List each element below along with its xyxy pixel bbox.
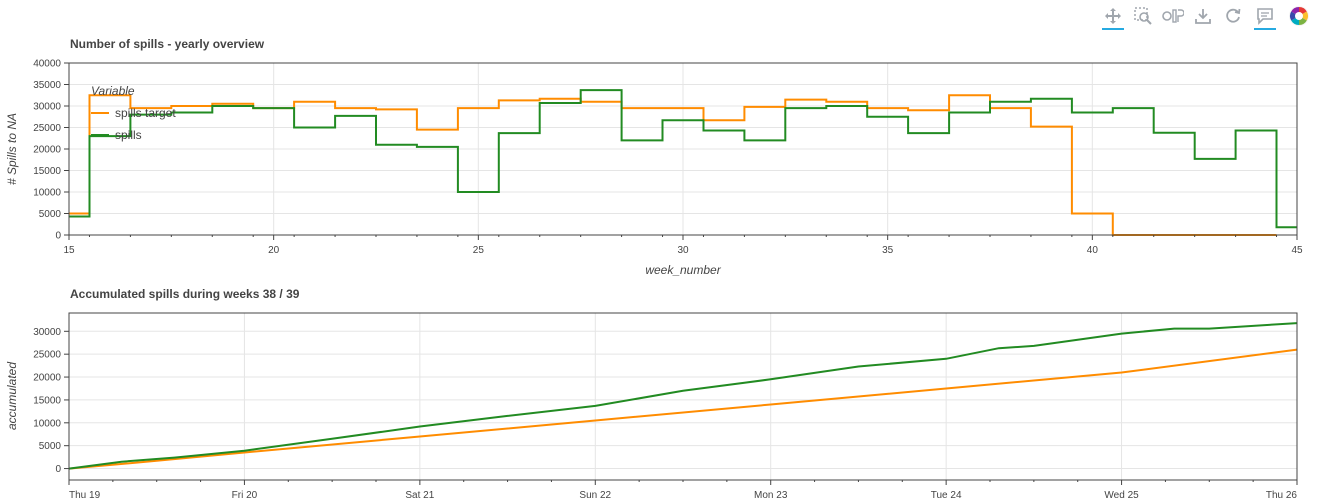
chart1-y-tick-label: 0 [55, 231, 61, 242]
chart1-x-tick-label: 40 [1087, 245, 1099, 256]
chart2-x-tick-label: Thu 19 [69, 490, 101, 500]
toolbar [1094, 2, 1316, 32]
legend-title: Variable [91, 84, 135, 98]
chart-yearly-overview[interactable]: Number of spills - yearly overview 15 20 2… [5, 37, 1303, 277]
legend-label-spills: spills [115, 128, 142, 142]
chart2-series-line-spills [68, 322, 1298, 470]
refresh-icon [1226, 8, 1241, 23]
chart2-y-tick-label: 15000 [33, 395, 61, 406]
chart2-x-tick-label: Thu 26 [1266, 490, 1298, 500]
chart1-grid [68, 62, 1298, 236]
chart1-ylabel: # Spills to NA [5, 113, 19, 185]
chart1-x-tick-label: 15 [63, 245, 75, 256]
chart1-xlabel: week_number [645, 263, 721, 277]
chart1-y-tick-label: 10000 [33, 188, 61, 199]
chart1-title: Number of spills - yearly overview [70, 37, 265, 51]
hover-tool[interactable] [1250, 2, 1280, 30]
bokeh-logo[interactable] [1284, 2, 1314, 30]
chart2-series [68, 322, 1298, 470]
chart2-x-ticks: Thu 19 Fri 20 Sat 21 Sun 22 Mon 23 Tue 24 Wed … [68, 480, 1298, 500]
chart1-series-line-spills-target [69, 94, 1277, 236]
chart2-y-ticks: 0 5000 10000 15000 20000 25000 30000 [33, 327, 69, 475]
chart2-y-tick-label: 25000 [33, 350, 61, 361]
chart2-x-tick-label: Wed 25 [1104, 490, 1139, 500]
chart1-y-tick-label: 20000 [33, 145, 61, 156]
save-tool[interactable] [1188, 2, 1218, 30]
chart2-ylabel: accumulated [5, 362, 19, 430]
chart2-series-line-spills-target [68, 348, 1298, 470]
chart1-x-ticks: 15 20 25 30 35 40 45 [63, 235, 1303, 256]
chart1-x-tick-label: 35 [882, 245, 894, 256]
chart1-y-tick-label: 15000 [33, 166, 61, 177]
chart2-y-tick-label: 30000 [33, 327, 61, 338]
chart1-y-ticks: 0 5000 10000 15000 20000 25000 30000 35000 40000 [33, 59, 69, 242]
bokeh-logo-icon [1289, 6, 1309, 26]
chart1-series [69, 89, 1297, 236]
legend-label-spills-target: spills target [115, 106, 176, 120]
chart1-x-tick-label: 30 [677, 245, 689, 256]
chart2-frame [68, 312, 1298, 481]
chart2-x-tick-label: Sun 22 [579, 490, 611, 500]
pan-tool[interactable] [1098, 2, 1128, 30]
chart1-x-tick-label: 45 [1291, 245, 1303, 256]
reset-tool[interactable] [1218, 2, 1248, 30]
chart1-y-tick-label: 40000 [33, 59, 61, 70]
chart1-x-tick-label: 20 [268, 245, 280, 256]
chart2-x-tick-label: Mon 23 [754, 490, 788, 500]
chart2-x-tick-label: Fri 20 [232, 490, 258, 500]
chart1-y-tick-label: 25000 [33, 123, 61, 134]
comment-icon [1257, 8, 1273, 25]
chart2-y-tick-label: 20000 [33, 373, 61, 384]
chart2-grid [68, 313, 1298, 480]
chart2-y-tick-label: 0 [55, 464, 61, 475]
chart2-y-tick-label: 5000 [39, 441, 62, 452]
chart1-x-tick-label: 25 [473, 245, 485, 256]
wheel-zoom-icon [1162, 9, 1184, 23]
download-icon [1195, 9, 1211, 24]
chart2-y-tick-label: 10000 [33, 418, 61, 429]
chart1-y-tick-label: 30000 [33, 102, 61, 113]
chart1-series-line-spills [69, 89, 1297, 229]
box-zoom-tool[interactable] [1128, 2, 1158, 30]
chart1-y-tick-label: 35000 [33, 80, 61, 91]
chart2-x-tick-label: Sat 21 [405, 490, 434, 500]
chart1-legend: Variable spills target spills [91, 84, 176, 142]
wheel-zoom-tool[interactable] [1158, 2, 1188, 30]
chart1-y-tick-label: 5000 [39, 209, 62, 220]
chart2-x-tick-label: Tue 24 [931, 490, 962, 500]
move-arrows-icon [1105, 8, 1121, 24]
chart-accumulated-spills[interactable]: Accumulated spills during weeks 38 / 39 … [5, 287, 1298, 500]
box-zoom-icon [1134, 7, 1152, 25]
chart2-title: Accumulated spills during weeks 38 / 39 [70, 287, 300, 301]
